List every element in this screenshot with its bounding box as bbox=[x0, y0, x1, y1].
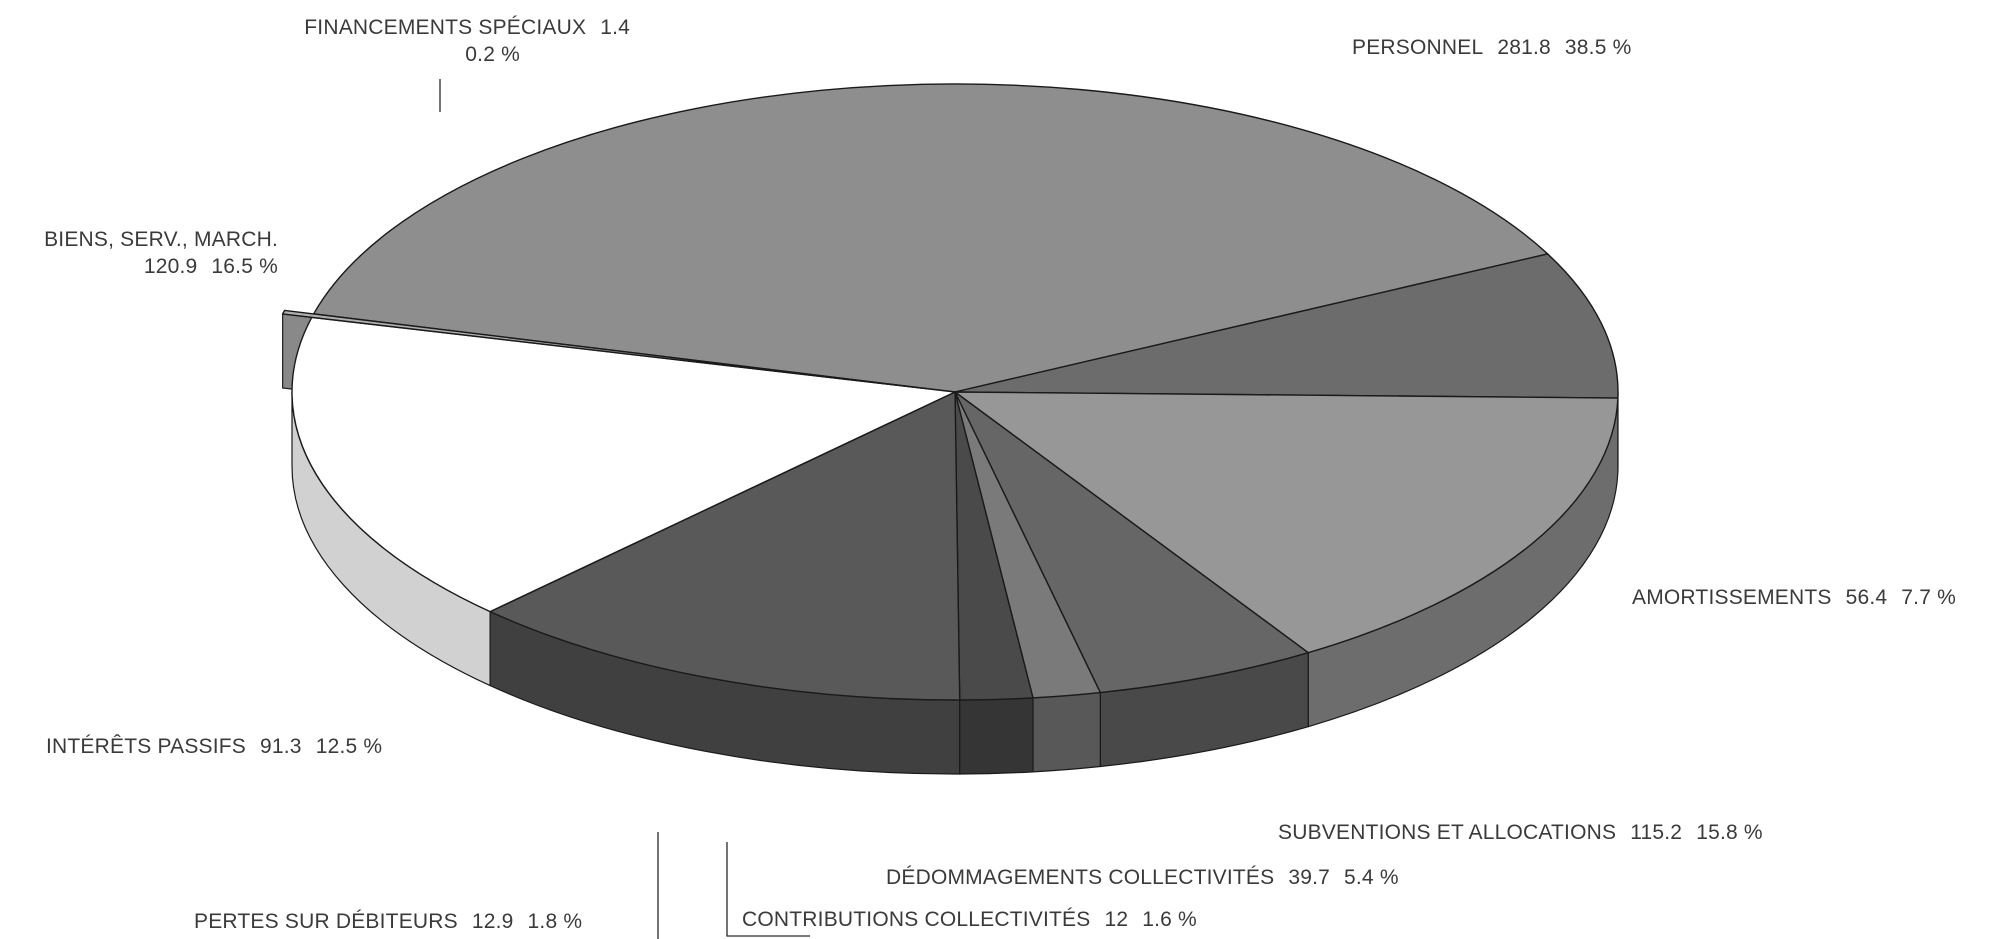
label-amortissements-percent: 7.7 % bbox=[1901, 586, 1956, 609]
label-interets-passifs: INTÉRÊTS PASSIFS 91.3 12.5 % bbox=[46, 733, 382, 760]
label-contributions-percent: 1.6 % bbox=[1142, 908, 1197, 931]
label-personnel-name: PERSONNEL bbox=[1352, 36, 1484, 59]
pie-slice-personnel bbox=[313, 83, 1549, 393]
label-biens-percent: 16.5 % bbox=[211, 255, 278, 278]
label-amortissements-name: AMORTISSEMENTS bbox=[1632, 586, 1832, 609]
label-amortissements: AMORTISSEMENTS 56.4 7.7 % bbox=[1632, 584, 1956, 611]
label-subventions-percent: 15.8 % bbox=[1696, 821, 1763, 844]
leader-contributions bbox=[726, 842, 810, 937]
label-subventions-name: SUBVENTIONS ET ALLOCATIONS bbox=[1278, 821, 1617, 844]
label-pertes-debiteurs-value: 12.9 bbox=[471, 910, 514, 933]
pie-slice-interets-passifs bbox=[489, 391, 961, 701]
label-contributions-value: 12 bbox=[1104, 908, 1129, 931]
label-pertes-debiteurs: PERTES SUR DÉBITEURS 12.9 1.8 % bbox=[194, 908, 582, 935]
label-financements-speciaux-name: FINANCEMENTS SPÉCIAUX bbox=[304, 16, 587, 39]
label-pertes-debiteurs-name: PERTES SUR DÉBITEURS bbox=[194, 910, 458, 933]
pie-side-pertes-sur-debiteurs bbox=[959, 697, 1034, 775]
label-dedommagements-percent: 5.4 % bbox=[1344, 866, 1399, 889]
label-contributions-name: CONTRIBUTIONS COLLECTIVITÉS bbox=[742, 908, 1091, 931]
pie-slice-financements-speciaux bbox=[281, 309, 927, 390]
label-amortissements-value: 56.4 bbox=[1845, 586, 1888, 609]
label-contributions: CONTRIBUTIONS COLLECTIVITÉS 12 1.6 % bbox=[742, 906, 1197, 933]
pie-slice-amortissements bbox=[954, 253, 1619, 399]
label-subventions-value: 115.2 bbox=[1630, 821, 1683, 844]
label-interets-passifs-name: INTÉRÊTS PASSIFS bbox=[46, 735, 247, 758]
label-personnel-value: 281.8 bbox=[1497, 36, 1551, 59]
label-financements-speciaux-value: 1.4 bbox=[600, 16, 630, 39]
label-personnel-percent: 38.5 % bbox=[1564, 36, 1632, 59]
pie-slice-subventions-et-allocations bbox=[954, 391, 1619, 654]
label-biens-name: BIENS, SERV., MARCH. bbox=[44, 228, 278, 251]
label-interets-passifs-value: 91.3 bbox=[260, 735, 302, 758]
label-biens: BIENS, SERV., MARCH. 120.9 16.5 % bbox=[0, 226, 278, 280]
label-pertes-debiteurs-percent: 1.8 % bbox=[527, 910, 583, 933]
label-subventions: SUBVENTIONS ET ALLOCATIONS 115.2 15.8 % bbox=[1278, 819, 1763, 846]
label-dedommagements: DÉDOMMAGEMENTS COLLECTIVITÉS 39.7 5.4 % bbox=[886, 864, 1399, 891]
label-personnel: PERSONNEL 281.8 38.5 % bbox=[1352, 34, 1632, 61]
label-biens-value: 120.9 bbox=[143, 255, 198, 278]
pie-side-contributions-collectivites bbox=[1032, 691, 1101, 773]
pie-slice-biens-serv-march bbox=[291, 316, 956, 613]
label-interets-passifs-percent: 12.5 % bbox=[315, 735, 383, 758]
label-dedommagements-value: 39.7 bbox=[1288, 866, 1331, 889]
label-financements-speciaux-percent: 0.2 % bbox=[465, 43, 520, 66]
label-dedommagements-name: DÉDOMMAGEMENTS COLLECTIVITÉS bbox=[886, 866, 1275, 889]
pie-slice-dedommagements-collectivites bbox=[954, 391, 1309, 694]
label-financements-speciaux: FINANCEMENTS SPÉCIAUX 1.4 0.2 % bbox=[160, 14, 630, 68]
